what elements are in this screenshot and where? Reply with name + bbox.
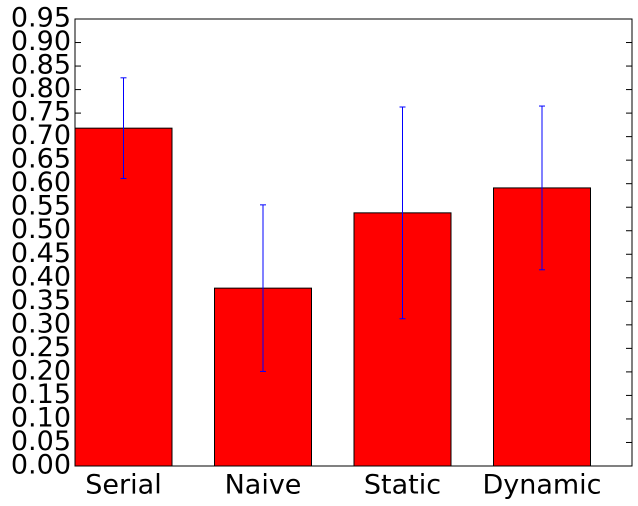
y-tick-label: 0.65 xyxy=(11,144,71,175)
error-bar xyxy=(399,106,406,320)
y-tick-label: 0.45 xyxy=(11,238,71,269)
y-tick-label: 0.55 xyxy=(11,191,71,222)
x-tick-label: Static xyxy=(364,470,441,501)
bar xyxy=(74,127,173,467)
y-tick-label: 0.00 xyxy=(11,450,71,481)
x-tick-label: Naive xyxy=(225,470,302,501)
y-tick-label: 0.20 xyxy=(11,355,71,386)
error-bar xyxy=(260,204,266,372)
y-tick-label: 0.40 xyxy=(11,261,71,292)
y-tick-label: 0.75 xyxy=(11,97,71,128)
error-bar xyxy=(539,105,545,271)
x-tick-label: Serial xyxy=(85,470,161,501)
y-tick-label: 0.25 xyxy=(11,332,71,363)
y-tick-label: 0.80 xyxy=(11,73,71,104)
y-tick-label: 0.30 xyxy=(11,308,71,339)
y-tick-label: 0.15 xyxy=(11,379,71,410)
y-tick-label: 0.05 xyxy=(11,426,71,457)
error-bar xyxy=(120,77,127,180)
y-tick-label: 0.35 xyxy=(11,285,71,316)
x-tick-label: Dynamic xyxy=(482,470,601,501)
y-tick-label: 0.70 xyxy=(11,120,71,151)
plot-frame xyxy=(74,18,633,467)
y-tick-label: 0.90 xyxy=(11,26,71,57)
y-tick-label: 0.10 xyxy=(11,402,71,433)
y-tick-label: 0.60 xyxy=(11,167,71,198)
y-tick-label: 0.85 xyxy=(11,50,71,81)
y-tick-label: 0.50 xyxy=(11,214,71,245)
y-tick-label: 0.95 xyxy=(11,3,71,34)
